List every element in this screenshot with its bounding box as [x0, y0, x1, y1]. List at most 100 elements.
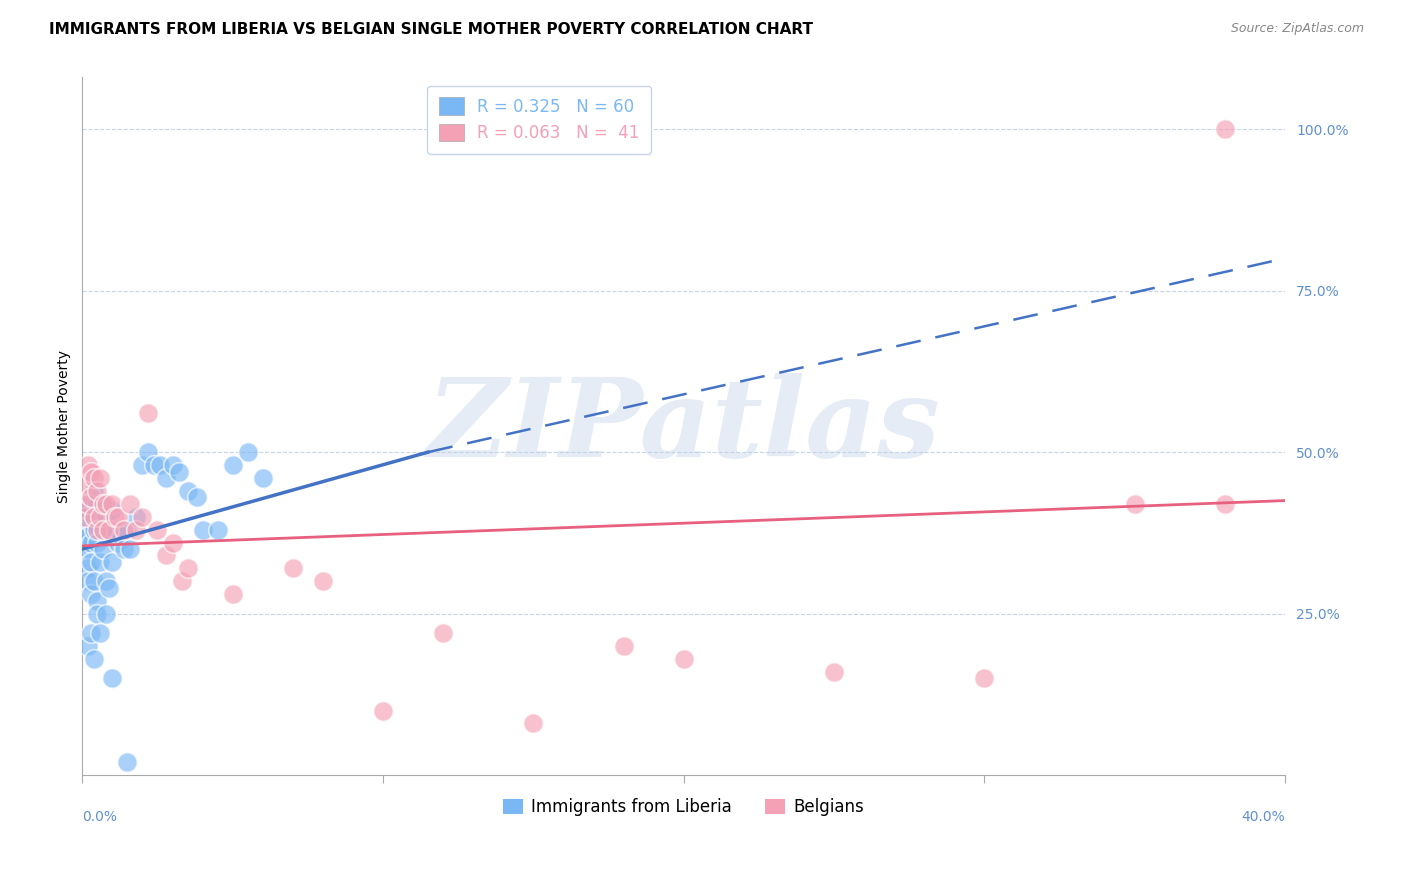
Point — [83, 574, 105, 589]
Point — [77, 542, 100, 557]
Point — [162, 535, 184, 549]
Point — [155, 549, 177, 563]
Point — [125, 509, 148, 524]
Point — [77, 574, 100, 589]
Point — [80, 465, 103, 479]
Point — [107, 535, 129, 549]
Point — [98, 581, 121, 595]
Point — [131, 458, 153, 472]
Point — [101, 497, 124, 511]
Point — [155, 471, 177, 485]
Point — [89, 509, 111, 524]
Point — [170, 574, 193, 589]
Point — [98, 523, 121, 537]
Point — [75, 509, 97, 524]
Point — [252, 471, 274, 485]
Point — [176, 561, 198, 575]
Point — [104, 523, 127, 537]
Point — [125, 523, 148, 537]
Point — [86, 483, 108, 498]
Point — [138, 445, 160, 459]
Point — [77, 458, 100, 472]
Point — [131, 509, 153, 524]
Point — [1213, 122, 1236, 136]
Point — [1213, 497, 1236, 511]
Point — [112, 523, 135, 537]
Point — [96, 607, 118, 621]
Point — [101, 671, 124, 685]
Point — [89, 471, 111, 485]
Point — [312, 574, 335, 589]
Point — [221, 458, 243, 472]
Point — [86, 497, 108, 511]
Point — [89, 555, 111, 569]
Point — [77, 523, 100, 537]
Point — [672, 652, 695, 666]
Point — [823, 665, 845, 679]
Point — [612, 639, 634, 653]
Point — [110, 529, 132, 543]
Point — [80, 516, 103, 531]
Point — [83, 652, 105, 666]
Y-axis label: Single Mother Poverty: Single Mother Poverty — [58, 350, 72, 503]
Point — [167, 465, 190, 479]
Point — [186, 491, 208, 505]
Point — [112, 542, 135, 557]
Point — [77, 503, 100, 517]
Point — [75, 535, 97, 549]
Point — [83, 471, 105, 485]
Text: 40.0%: 40.0% — [1241, 810, 1285, 824]
Point — [432, 626, 454, 640]
Point — [96, 509, 118, 524]
Point — [75, 497, 97, 511]
Text: ZIPatlas: ZIPatlas — [427, 373, 941, 480]
Point — [120, 497, 142, 511]
Point — [117, 523, 139, 537]
Text: IMMIGRANTS FROM LIBERIA VS BELGIAN SINGLE MOTHER POVERTY CORRELATION CHART: IMMIGRANTS FROM LIBERIA VS BELGIAN SINGL… — [49, 22, 813, 37]
Text: 0.0%: 0.0% — [83, 810, 117, 824]
Point — [973, 671, 995, 685]
Point — [96, 574, 118, 589]
Point — [221, 587, 243, 601]
Point — [77, 639, 100, 653]
Point — [80, 626, 103, 640]
Point — [86, 607, 108, 621]
Point — [86, 523, 108, 537]
Point — [146, 523, 169, 537]
Point — [80, 535, 103, 549]
Point — [162, 458, 184, 472]
Text: Source: ZipAtlas.com: Source: ZipAtlas.com — [1230, 22, 1364, 36]
Point — [77, 561, 100, 575]
Point — [176, 483, 198, 498]
Point — [1123, 497, 1146, 511]
Point — [83, 483, 105, 498]
Point — [89, 626, 111, 640]
Point — [75, 509, 97, 524]
Point — [80, 491, 103, 505]
Point — [236, 445, 259, 459]
Point — [207, 523, 229, 537]
Point — [91, 497, 114, 511]
Point — [83, 509, 105, 524]
Point — [149, 458, 172, 472]
Point — [91, 497, 114, 511]
Point — [77, 529, 100, 543]
Point — [371, 704, 394, 718]
Point — [83, 523, 105, 537]
Point — [143, 458, 166, 472]
Point — [80, 587, 103, 601]
Point — [522, 716, 544, 731]
Point — [191, 523, 214, 537]
Point — [91, 523, 114, 537]
Point — [86, 593, 108, 607]
Point — [89, 509, 111, 524]
Point — [101, 555, 124, 569]
Point — [80, 555, 103, 569]
Legend: Immigrants from Liberia, Belgians: Immigrants from Liberia, Belgians — [496, 791, 872, 822]
Point — [98, 523, 121, 537]
Point — [101, 503, 124, 517]
Point — [75, 523, 97, 537]
Point — [91, 542, 114, 557]
Point — [138, 406, 160, 420]
Point — [77, 497, 100, 511]
